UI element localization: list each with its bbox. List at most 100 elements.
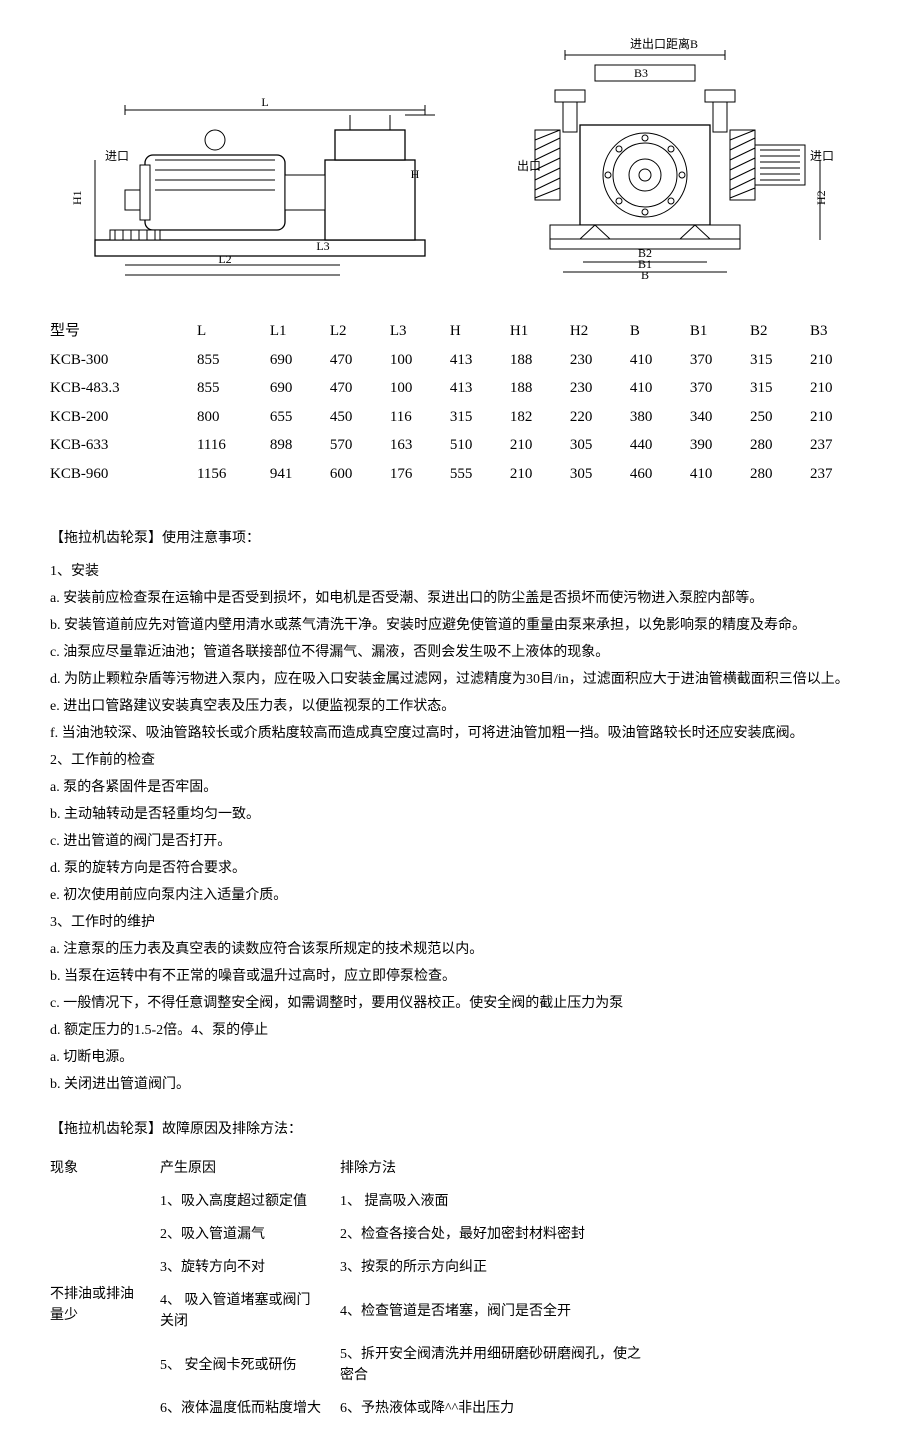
spec-cell: 410 xyxy=(630,374,690,403)
spec-cell: 413 xyxy=(450,346,510,375)
ts-fix: 1、 提高吸入液面 xyxy=(340,1185,660,1218)
spec-cell: 800 xyxy=(197,403,270,432)
spec-cell: 100 xyxy=(390,346,450,375)
usage-item: e. 初次使用前应向泵内注入适量介质。 xyxy=(50,885,870,906)
spec-cell: 230 xyxy=(570,346,630,375)
ts-header-1: 产生原因 xyxy=(160,1152,340,1185)
usage-item: a. 安装前应检查泵在运输中是否受到损坏，如电机是否受潮、泵进出口的防尘盖是否损… xyxy=(50,588,870,609)
usage-item: b. 关闭进出管道阀门。 xyxy=(50,1074,870,1095)
spec-cell: 855 xyxy=(197,374,270,403)
spec-cell: 370 xyxy=(690,346,750,375)
dim-h2: H2 xyxy=(814,190,828,205)
ts-cause: 1、吸入高度超过额定值 xyxy=(160,1185,340,1218)
spec-cell: 410 xyxy=(630,346,690,375)
table-row: 不排油或排油量少1、吸入高度超过额定值1、 提高吸入液面 xyxy=(50,1185,660,1218)
spec-cell: 555 xyxy=(450,460,510,489)
dim-b3: B3 xyxy=(634,66,648,80)
spec-cell: 315 xyxy=(750,374,810,403)
usage-item: a. 泵的各紧固件是否牢固。 xyxy=(50,777,870,798)
spec-cell: 941 xyxy=(270,460,330,489)
dim-l3: L3 xyxy=(316,239,329,253)
spec-col-2: L1 xyxy=(270,317,330,346)
ts-cause: 4、 吸入管道堵塞或阀门关闭 xyxy=(160,1284,340,1338)
spec-cell: 390 xyxy=(690,431,750,460)
spec-cell: KCB-200 xyxy=(50,403,197,432)
spec-cell: 510 xyxy=(450,431,510,460)
spec-cell: 250 xyxy=(750,403,810,432)
spec-col-8: B xyxy=(630,317,690,346)
spec-cell: 690 xyxy=(270,346,330,375)
spec-cell: 305 xyxy=(570,460,630,489)
spec-cell: KCB-483.3 xyxy=(50,374,197,403)
usage-item: c. 一般情况下，不得任意调整安全阀，如需调整时，要用仪器校正。使安全阀的截止压… xyxy=(50,993,870,1014)
usage-item: a. 注意泵的压力表及真空表的读数应符合该泵所规定的技术规范以内。 xyxy=(50,939,870,960)
dim-l: L xyxy=(261,95,268,109)
dim-l2: L2 xyxy=(218,252,231,266)
spec-cell: 182 xyxy=(510,403,570,432)
spec-cell: 210 xyxy=(810,346,870,375)
table-row: KCB-960115694160017655521030546041028023… xyxy=(50,460,870,489)
spec-cell: 116 xyxy=(390,403,450,432)
spec-cell: 570 xyxy=(330,431,390,460)
dim-l1: L1 xyxy=(218,277,231,280)
outlet-label: 出口 xyxy=(517,159,541,173)
spec-col-9: B1 xyxy=(690,317,750,346)
spec-cell: 1156 xyxy=(197,460,270,489)
ts-cause: 3、旋转方向不对 xyxy=(160,1251,340,1284)
spec-cell: 100 xyxy=(390,374,450,403)
spec-cell: KCB-633 xyxy=(50,431,197,460)
table-row: KCB-483.38556904701004131882304103703152… xyxy=(50,374,870,403)
spec-cell: 370 xyxy=(690,374,750,403)
usage-item: f. 当油池较深、吸油管路较长或介质粘度较高而造成真空度过高时，可将进油管加粗一… xyxy=(50,723,870,744)
spec-cell: 188 xyxy=(510,374,570,403)
technical-diagrams: H1 进口 L L2 L1 L3 H 进出口距离B B3 xyxy=(50,30,870,287)
spec-cell: 460 xyxy=(630,460,690,489)
ts-cause: 2、吸入管道漏气 xyxy=(160,1218,340,1251)
spec-col-1: L xyxy=(197,317,270,346)
ts-cause: 6、液体温度低而粘度增大 xyxy=(160,1392,340,1425)
spec-col-6: H1 xyxy=(510,317,570,346)
spec-cell: 210 xyxy=(810,403,870,432)
spec-cell: 600 xyxy=(330,460,390,489)
ts-header-2: 排除方法 xyxy=(340,1152,660,1185)
usage-group-heading: 1、安装 xyxy=(50,561,870,582)
spec-cell: 1116 xyxy=(197,431,270,460)
spec-cell: 163 xyxy=(390,431,450,460)
usage-item: b. 主动轴转动是否轻重均匀一致。 xyxy=(50,804,870,825)
spec-cell: 280 xyxy=(750,431,810,460)
usage-item: c. 油泵应尽量靠近油池；管道各联接部位不得漏气、漏液，否则会发生吸不上液体的现… xyxy=(50,642,870,663)
spec-cell: 280 xyxy=(750,460,810,489)
table-row: KCB-633111689857016351021030544039028023… xyxy=(50,431,870,460)
ts-fix: 3、按泵的所示方向纠正 xyxy=(340,1251,660,1284)
usage-item: c. 进出管道的阀门是否打开。 xyxy=(50,831,870,852)
spec-cell: 210 xyxy=(510,431,570,460)
spec-cell: 220 xyxy=(570,403,630,432)
usage-content: 1、安装 a. 安装前应检查泵在运输中是否受到损坏，如电机是否受潮、泵进出口的防尘… xyxy=(50,561,870,1095)
spec-cell: 188 xyxy=(510,346,570,375)
side-view-diagram: H1 进口 L L2 L1 L3 H xyxy=(65,30,455,287)
spec-cell: 210 xyxy=(510,460,570,489)
spec-col-3: L2 xyxy=(330,317,390,346)
usage-group-heading: 3、工作时的维护 xyxy=(50,912,870,933)
troubleshoot-table: 现象 产生原因 排除方法 不排油或排油量少1、吸入高度超过额定值1、 提高吸入液… xyxy=(50,1152,660,1425)
troubleshoot-title: 【拖拉机齿轮泵】故障原因及排除方法： xyxy=(50,1119,870,1140)
usage-item: e. 进出口管路建议安装真空表及压力表，以便监视泵的工作状态。 xyxy=(50,696,870,717)
spec-cell: 380 xyxy=(630,403,690,432)
dim-b: B xyxy=(641,268,649,280)
table-row: KCB-200800655450116315182220380340250210 xyxy=(50,403,870,432)
spec-cell: 470 xyxy=(330,346,390,375)
usage-item: a. 切断电源。 xyxy=(50,1047,870,1068)
usage-item: d. 为防止颗粒杂盾等污物进入泵内，应在吸入口安装金属过滤网，过滤精度为30目/… xyxy=(50,669,870,690)
spec-cell: 237 xyxy=(810,431,870,460)
ts-fix: 5、拆开安全阀清洗并用细研磨砂研磨阀孔，使之密合 xyxy=(340,1338,660,1392)
usage-item: b. 安装管道前应先对管道内壁用清水或蒸气清洗干净。安装时应避免使管道的重量由泵… xyxy=(50,615,870,636)
spec-cell: 413 xyxy=(450,374,510,403)
ts-fix: 2、检查各接合处，最好加密封材料密封 xyxy=(340,1218,660,1251)
ts-cause: 5、 安全阀卡死或研伤 xyxy=(160,1338,340,1392)
usage-item: b. 当泵在运转中有不正常的噪音或温升过高时，应立即停泵检查。 xyxy=(50,966,870,987)
dim-h1: H1 xyxy=(70,190,84,205)
ts-phenomenon: 不排油或排油量少 xyxy=(50,1185,160,1425)
spec-cell: KCB-300 xyxy=(50,346,197,375)
top-dist-label: 进出口距离B xyxy=(630,36,698,51)
spec-cell: 898 xyxy=(270,431,330,460)
